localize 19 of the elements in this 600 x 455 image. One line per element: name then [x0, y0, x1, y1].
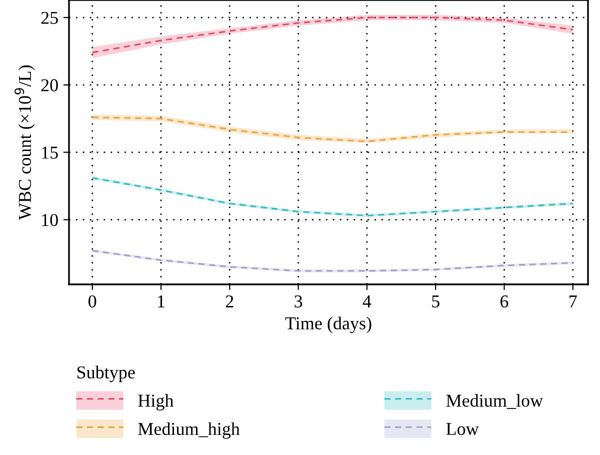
x-axis-title: Time (days) [285, 316, 372, 334]
x-tick-label: 6 [500, 295, 508, 308]
legend-label: Medium_high [138, 422, 240, 439]
x-tick-label: 1 [158, 295, 164, 308]
x-tick-label: 0 [88, 295, 96, 308]
legend-label: Low [446, 422, 479, 435]
legend-title: Subtype [77, 366, 135, 382]
x-tick-label: 3 [294, 295, 302, 308]
y-axis-title: WBC count (×10$^{9}$/L) [14, 65, 35, 220]
y-tick-label: 20 [41, 79, 58, 92]
legend-label: High [138, 394, 174, 410]
x-tick-label: 2 [226, 295, 234, 308]
y-tick-label: 25 [41, 12, 58, 24]
y-tick-label: 15 [42, 146, 58, 159]
y-tick-label: 10 [42, 214, 58, 226]
x-tick-label: 4 [362, 295, 372, 308]
x-tick-label: 7 [570, 295, 577, 308]
legend-label: Medium_low [446, 394, 543, 409]
x-tick-label: 5 [432, 295, 440, 308]
